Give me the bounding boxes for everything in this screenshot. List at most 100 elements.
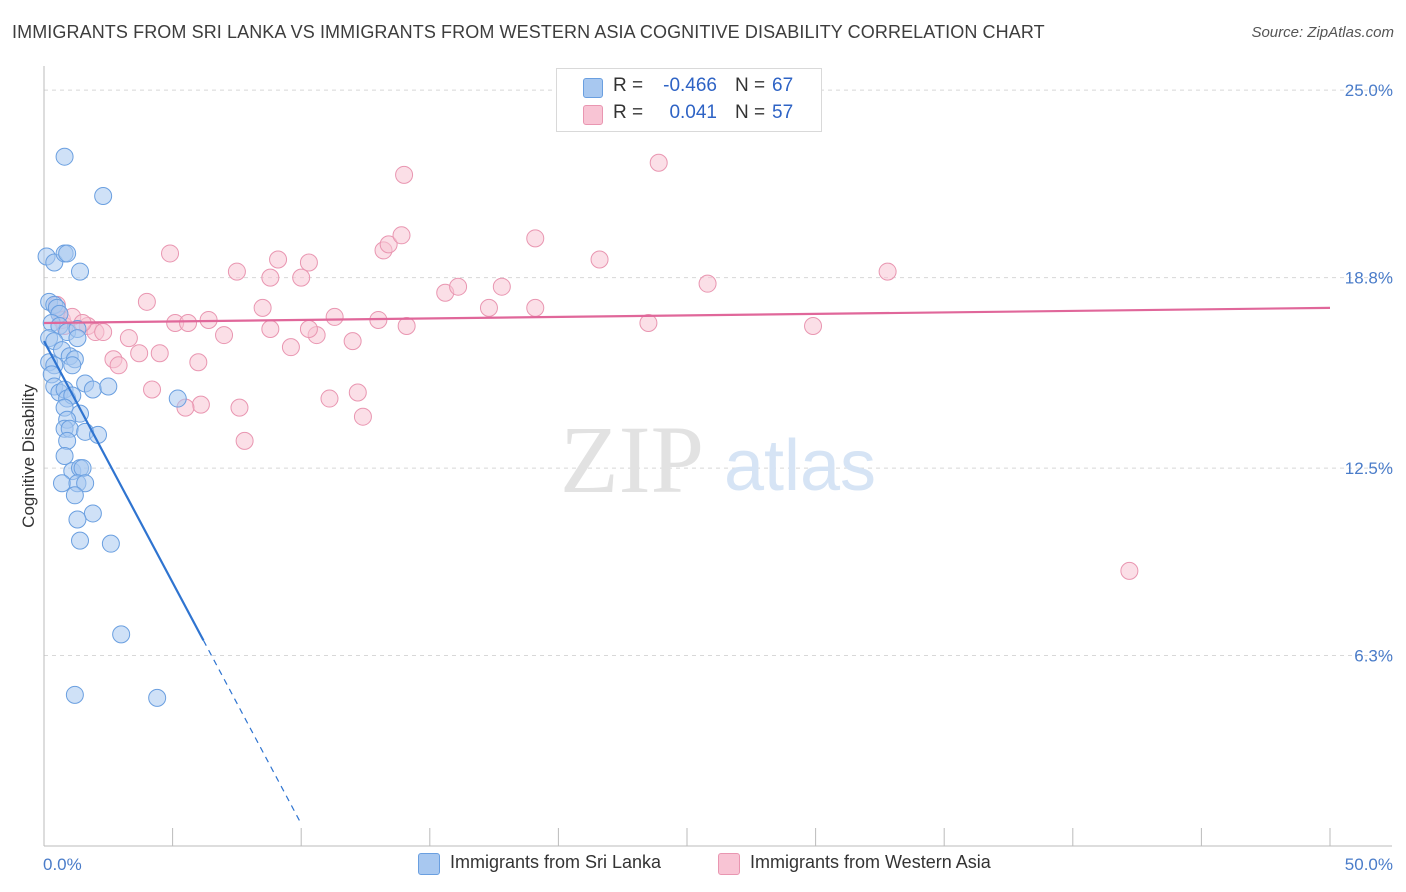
sri-lanka-point [58, 244, 77, 263]
y-tick-label: 6.3% [1354, 647, 1393, 666]
sri-lanka-point [94, 187, 113, 205]
watermark-zip: ZIP [560, 406, 704, 513]
sri-lanka-point [65, 486, 84, 505]
western-asia-trend-line [43, 306, 1331, 325]
sri-lanka-point [63, 356, 82, 375]
western-asia-point [325, 307, 344, 326]
western-asia-point [395, 165, 414, 184]
western-asia-point [230, 398, 249, 417]
western-asia-point [878, 262, 897, 281]
y-tick-label: 25.0% [1345, 81, 1393, 100]
western-asia-points [47, 153, 1139, 580]
western-asia-point [449, 277, 468, 296]
r-value: -0.466 [663, 75, 717, 96]
sri-lanka-point [55, 147, 74, 166]
legend-label: Immigrants from Sri Lanka [450, 852, 662, 872]
r-label: R = [613, 75, 644, 96]
chart-title: IMMIGRANTS FROM SRI LANKA VS IMMIGRANTS … [12, 22, 1045, 42]
western-asia-point [253, 298, 272, 317]
n-value: 57 [772, 102, 794, 123]
western-asia-point [649, 153, 668, 172]
trend-lines [43, 306, 1331, 825]
legend-swatch-western-asia [583, 105, 603, 125]
western-asia-point [348, 383, 367, 402]
western-asia-point [479, 298, 498, 317]
y-tick-label: 12.5% [1345, 459, 1393, 478]
western-asia-point [215, 326, 234, 345]
western-asia-point [281, 338, 300, 357]
legend-label: Immigrants from Western Asia [750, 852, 991, 872]
n-label: N = [735, 75, 766, 96]
watermark: ZIP atlas [560, 406, 876, 513]
n-label: N = [735, 102, 766, 123]
western-asia-point [526, 229, 545, 248]
western-asia-point [590, 250, 609, 269]
sri-lanka-point [68, 510, 87, 529]
western-asia-point [353, 407, 372, 426]
y-axis-label: Cognitive Disability [19, 384, 38, 528]
grid-lines [44, 89, 1392, 657]
sri-lanka-point [83, 380, 102, 399]
n-value: 67 [772, 75, 794, 96]
western-asia-point [343, 332, 362, 351]
western-asia-point [161, 244, 180, 263]
western-asia-point [227, 262, 246, 281]
western-asia-point [526, 298, 545, 317]
western-asia-point [179, 313, 198, 332]
sri-lanka-point [58, 431, 77, 450]
western-asia-point [119, 329, 138, 348]
western-asia-point [269, 250, 288, 269]
western-asia-point [492, 277, 511, 296]
western-asia-point [261, 320, 280, 339]
sri-lanka-point [55, 447, 74, 465]
sri-lanka-point [71, 531, 90, 550]
western-asia-point [189, 353, 208, 372]
western-asia-point [379, 235, 398, 254]
sri-lanka-point [73, 459, 92, 478]
western-asia-point [235, 431, 254, 450]
x-tick-label: 0.0% [43, 855, 82, 874]
western-asia-point [191, 395, 210, 414]
western-asia-point [150, 344, 169, 363]
watermark-atlas: atlas [724, 426, 876, 506]
series-legend: Immigrants from Sri Lanka Immigrants fro… [0, 852, 1406, 876]
western-asia-point [804, 317, 823, 335]
western-asia-point [94, 323, 113, 342]
sri-lanka-points [37, 147, 187, 707]
sri-lanka-point [99, 377, 118, 396]
sri-lanka-point [71, 262, 90, 281]
western-asia-point [392, 226, 411, 245]
axes [43, 66, 1392, 847]
sri-lanka-point [101, 534, 120, 553]
western-asia-point [137, 292, 156, 311]
sri-lanka-point [83, 504, 102, 523]
western-asia-point [130, 344, 149, 363]
sri-lanka-point [68, 329, 87, 348]
sri-lanka-trend-extension [202, 640, 302, 825]
western-asia-point [261, 268, 280, 287]
sri-lanka-point [53, 474, 72, 493]
correlation-legend: R = -0.466 N = 67 R = 0.041 N = 57 [556, 68, 822, 132]
western-asia-point [397, 317, 416, 335]
western-asia-point [143, 380, 162, 399]
r-value: 0.041 [669, 102, 717, 123]
western-asia-point [1120, 561, 1139, 580]
sri-lanka-point [148, 688, 167, 707]
r-label: R = [613, 102, 644, 123]
x-tick-label: 50.0% [1345, 855, 1393, 874]
western-asia-point [698, 274, 717, 293]
legend-swatch-western-asia [718, 853, 740, 875]
legend-swatch-sri-lanka [418, 853, 440, 875]
tick-labels: 25.0% 18.8% 12.5% 6.3% 0.0% 50.0% [43, 81, 1393, 874]
source-label: Source: ZipAtlas.com [1251, 24, 1394, 41]
sri-lanka-point [65, 685, 84, 704]
sri-lanka-point [112, 625, 131, 644]
sri-lanka-point [168, 389, 187, 408]
western-asia-point [292, 268, 311, 287]
western-asia-point [109, 356, 128, 375]
western-asia-point [320, 389, 339, 408]
sri-lanka-trend-line [43, 340, 205, 641]
y-tick-label: 18.8% [1345, 269, 1393, 288]
sri-lanka-point [76, 474, 95, 493]
